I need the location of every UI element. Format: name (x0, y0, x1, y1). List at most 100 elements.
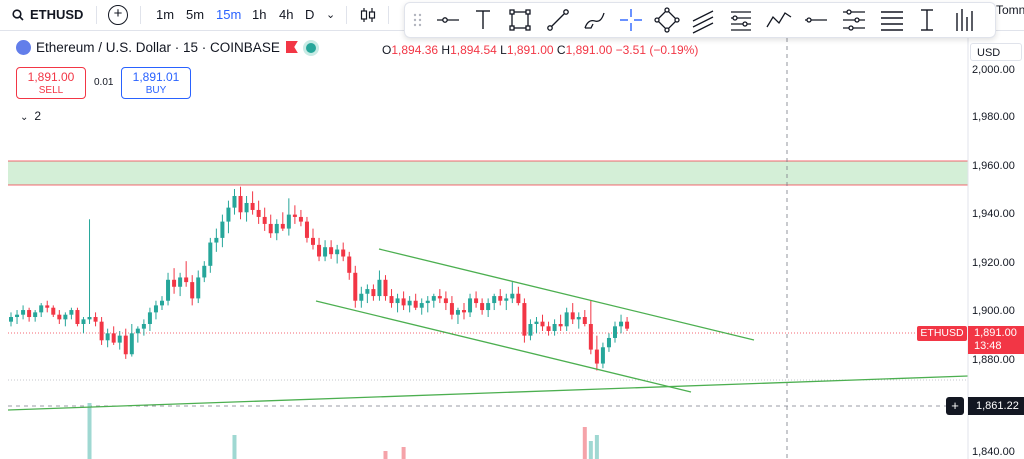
candle-body (347, 256, 352, 273)
candle-body (57, 314, 62, 320)
price-axis-label: 2,000.00 (972, 64, 1015, 76)
candle-body (123, 335, 128, 355)
candle-body (600, 347, 605, 364)
candle-body (540, 321, 545, 327)
candle-body (220, 221, 225, 238)
parallel-channel-icon[interactable] (692, 10, 714, 34)
candle-body (383, 279, 388, 297)
timeframe-1h[interactable]: 1h (252, 7, 267, 22)
candle-body (335, 249, 340, 255)
chart-legend[interactable]: Ethereum / U.S. Dollar · 15 · COINBASE (16, 40, 316, 60)
polyline-icon[interactable] (766, 12, 792, 28)
candle-body (166, 279, 171, 301)
candle-body (262, 216, 267, 224)
list-tool-icon[interactable] (881, 11, 903, 31)
volume-bar (594, 435, 599, 459)
candle-body (268, 223, 273, 234)
candle-body (576, 317, 581, 320)
candle-body (558, 324, 563, 327)
levels-tool-icon[interactable] (843, 9, 865, 31)
timeframe-1m[interactable]: 1m (156, 7, 175, 22)
candle-body (45, 305, 50, 308)
sell-price: 1,891.00 (27, 70, 75, 84)
buy-button[interactable]: 1,891.01 BUY (121, 67, 191, 99)
candle-body (462, 310, 466, 313)
text-tool-icon[interactable] (476, 10, 490, 29)
candle-body (516, 293, 521, 304)
candle-body (504, 298, 509, 301)
indicators-collapse-button[interactable]: ⌄ 2 (16, 107, 46, 125)
price-axis-label: 1,940.00 (972, 208, 1015, 220)
volume-bar (582, 427, 587, 459)
open-value: 1,894.36 (391, 43, 439, 57)
candle-body (449, 303, 454, 315)
current-price-tag: 1,891.00 13:48 (968, 326, 1024, 354)
close-value: 1,891.00 (565, 43, 613, 57)
candle-body (286, 214, 291, 229)
timeframe-5m[interactable]: 5m (186, 7, 205, 22)
fib-retracement-icon[interactable] (731, 11, 751, 31)
flag-icon[interactable] (285, 41, 298, 53)
toolbar-divider (388, 6, 389, 24)
price-axis-label: 1,960.00 (972, 160, 1015, 172)
drag-handle-icon[interactable] (413, 13, 422, 27)
symbol-search[interactable]: ETHUSD (12, 0, 83, 30)
support-trendline[interactable] (7, 375, 969, 411)
candle-body (419, 303, 424, 308)
candlestick-series (9, 186, 630, 371)
current-price: 1,891.00 (974, 327, 1017, 339)
horizontal-ray-icon[interactable] (437, 17, 459, 23)
channel-upper-trendline[interactable] (378, 248, 755, 341)
candle-body (75, 310, 80, 324)
candle-body (546, 326, 551, 331)
timeframe-15m[interactable]: 15m (216, 7, 242, 22)
volume-bar (383, 451, 388, 459)
timeframe-d[interactable]: D (305, 7, 315, 22)
candle-body (455, 310, 460, 315)
candle-body (498, 296, 503, 301)
volume-profile-icon[interactable] (956, 9, 973, 31)
candle-body (111, 333, 116, 343)
crosshair-tool-icon[interactable] (620, 9, 642, 31)
price-axis-label: 1,900.00 (972, 305, 1015, 317)
add-alert-plus-icon[interactable]: + (946, 397, 964, 415)
pattern-tool-icon[interactable] (654, 7, 680, 33)
candle-type-icon[interactable] (360, 7, 376, 37)
candle-body (256, 209, 261, 217)
candle-body (625, 321, 630, 329)
candle-body (226, 207, 231, 222)
currency-selector[interactable]: USD (970, 43, 1022, 61)
rectangle-tool-icon[interactable] (509, 9, 531, 31)
price-range-icon[interactable] (921, 9, 933, 31)
demand-zone[interactable] (8, 161, 968, 185)
price-axis-label: 1,980.00 (972, 111, 1015, 123)
candle-body (280, 223, 285, 229)
channel-lower-trendline[interactable] (315, 300, 692, 393)
compare-symbol-button[interactable]: + (108, 5, 128, 25)
trend-line-icon[interactable] (547, 9, 569, 31)
candle-body (480, 303, 485, 311)
horizontal-line-icon[interactable] (805, 17, 827, 23)
candle-body (323, 247, 328, 257)
brush-tool-icon[interactable] (584, 12, 605, 29)
candle-body (250, 202, 255, 210)
ethereum-logo-icon (16, 40, 31, 55)
timeframe-dropdown-chevron-icon[interactable]: ⌄ (326, 9, 336, 21)
chevron-down-icon: ⌄ (20, 112, 29, 123)
timeframe-4h[interactable]: 4h (279, 7, 294, 22)
currency-label: USD (977, 47, 1001, 59)
candle-body (27, 310, 32, 318)
candle-body (160, 300, 164, 306)
close-label: C (556, 43, 566, 57)
candle-body (51, 307, 56, 315)
volume-bar (588, 441, 593, 459)
candle-body (534, 321, 539, 324)
change-value: −3.51 (−0.19%) (615, 43, 699, 57)
candle-body (196, 277, 201, 299)
sell-button[interactable]: 1,891.00 SELL (16, 67, 86, 99)
candle-body (99, 321, 104, 341)
user-name[interactable]: Tomn (996, 3, 1024, 17)
candle-body (292, 214, 297, 217)
candle-body (63, 314, 68, 320)
